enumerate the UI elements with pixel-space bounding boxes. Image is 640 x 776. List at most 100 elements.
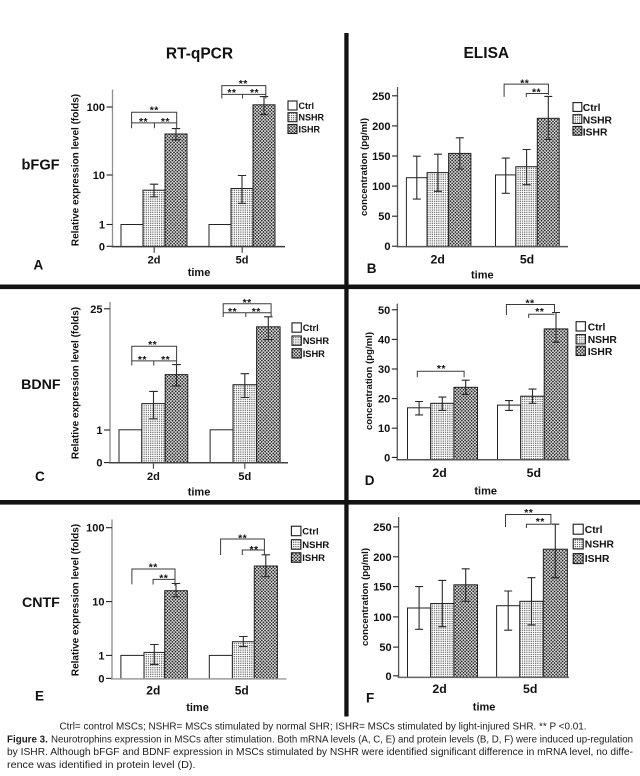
svg-text:200: 200 — [372, 121, 390, 133]
svg-text:ISHR: ISHR — [302, 553, 325, 564]
svg-text:**: ** — [150, 105, 159, 117]
svg-text:concentration (pg/ml): concentration (pg/ml) — [364, 332, 375, 430]
svg-text:30: 30 — [378, 364, 390, 376]
svg-text:NSHR: NSHR — [303, 336, 330, 346]
svg-text:**: ** — [161, 354, 170, 366]
svg-text:250: 250 — [372, 91, 390, 103]
svg-text:**: ** — [227, 87, 236, 99]
svg-text:NSHR: NSHR — [588, 335, 618, 346]
svg-text:100: 100 — [86, 523, 104, 535]
svg-text:100: 100 — [373, 612, 391, 624]
svg-text:time: time — [473, 702, 496, 714]
svg-text:Ctrl: Ctrl — [583, 103, 601, 114]
svg-text:BDNF: BDNF — [21, 377, 61, 393]
svg-text:**: ** — [149, 561, 158, 573]
svg-text:**: ** — [161, 116, 170, 128]
svg-text:5d: 5d — [236, 255, 249, 267]
svg-text:ISHR: ISHR — [588, 347, 613, 358]
svg-text:ISHR: ISHR — [303, 349, 325, 359]
svg-text:**: ** — [536, 516, 545, 528]
svg-text:Ctrl: Ctrl — [585, 525, 603, 536]
svg-text:1: 1 — [98, 650, 104, 662]
svg-text:**: ** — [148, 339, 157, 351]
svg-text:**: ** — [243, 297, 252, 309]
svg-text:200: 200 — [373, 552, 391, 564]
svg-text:250: 250 — [373, 522, 391, 534]
svg-text:Ctrl: Ctrl — [299, 101, 315, 111]
svg-text:Ctrl: Ctrl — [303, 323, 319, 333]
svg-text:Ctrl= control MSCs; NSHR= MSCs: Ctrl= control MSCs; NSHR= MSCs stimulate… — [60, 722, 587, 733]
svg-text:2d: 2d — [147, 471, 160, 483]
svg-text:50: 50 — [378, 211, 390, 223]
svg-text:5d: 5d — [238, 471, 251, 483]
svg-text:40: 40 — [378, 334, 390, 346]
svg-text:1: 1 — [99, 220, 105, 232]
svg-text:**: ** — [437, 363, 446, 375]
svg-text:**: ** — [139, 116, 148, 128]
svg-text:**: ** — [526, 297, 535, 309]
svg-text:0: 0 — [98, 673, 104, 685]
svg-text:NSHR: NSHR — [585, 540, 615, 551]
svg-text:50: 50 — [378, 305, 390, 317]
svg-text:Ctrl: Ctrl — [302, 526, 318, 537]
svg-text:time: time — [474, 486, 497, 498]
svg-text:**: ** — [535, 306, 544, 318]
svg-text:5d: 5d — [527, 466, 541, 480]
svg-text:CNTF: CNTF — [22, 595, 60, 611]
svg-text:B: B — [367, 261, 377, 276]
svg-text:**: ** — [238, 533, 247, 545]
svg-text:0: 0 — [384, 452, 390, 464]
svg-text:**: ** — [159, 573, 168, 585]
svg-text:**: ** — [520, 77, 529, 89]
svg-text:2d: 2d — [431, 252, 445, 266]
svg-text:2d: 2d — [146, 683, 160, 697]
svg-text:**: ** — [252, 306, 261, 318]
svg-text:D: D — [365, 473, 375, 488]
svg-text:2d: 2d — [148, 255, 161, 267]
svg-text:ELISA: ELISA — [463, 45, 509, 62]
svg-text:NSHR: NSHR — [583, 115, 613, 126]
svg-text:bFGF: bFGF — [22, 157, 60, 173]
svg-text:**: ** — [228, 306, 237, 318]
svg-text:F: F — [366, 690, 374, 705]
svg-text:**: ** — [250, 544, 259, 556]
svg-text:Relative expression level (fol: Relative expression level (folds) — [71, 524, 82, 676]
svg-text:time: time — [188, 486, 211, 498]
svg-text:ISHR: ISHR — [299, 125, 321, 135]
svg-text:concentration (pg/ml): concentration (pg/ml) — [359, 118, 370, 216]
svg-text:50: 50 — [379, 642, 391, 654]
svg-text:rence was identified in protei: rence was identified in protein level (D… — [7, 760, 196, 771]
svg-text:150: 150 — [373, 582, 391, 594]
svg-text:100: 100 — [87, 102, 105, 114]
svg-text:E: E — [35, 689, 44, 704]
svg-text:**: ** — [138, 354, 147, 366]
svg-text:10: 10 — [378, 423, 390, 435]
svg-text:time: time — [471, 270, 494, 282]
svg-text:time: time — [186, 702, 209, 714]
svg-text:100: 100 — [372, 181, 390, 193]
svg-text:10: 10 — [92, 597, 104, 609]
svg-text:RT-qPCR: RT-qPCR — [166, 46, 233, 63]
svg-text:ISHR: ISHR — [585, 554, 610, 565]
svg-text:5d: 5d — [523, 682, 537, 696]
svg-text:**: ** — [524, 507, 533, 519]
svg-text:20: 20 — [378, 394, 390, 406]
svg-text:0: 0 — [385, 671, 391, 683]
svg-text:1: 1 — [96, 425, 102, 437]
svg-text:25: 25 — [90, 304, 102, 316]
svg-text:Ctrl: Ctrl — [588, 322, 606, 333]
svg-text:Figure 3.: Figure 3. — [7, 734, 48, 745]
svg-text:150: 150 — [372, 151, 390, 163]
svg-text:5d: 5d — [520, 252, 534, 266]
svg-text:0: 0 — [99, 241, 105, 253]
svg-text:2d: 2d — [432, 466, 446, 480]
svg-text:NSHR: NSHR — [302, 540, 329, 551]
svg-text:**: ** — [532, 87, 541, 99]
svg-text:Neurotrophins expression in MS: Neurotrophins expression in MSCs after s… — [51, 734, 633, 745]
svg-text:concentration (pg/ml): concentration (pg/ml) — [360, 548, 371, 646]
svg-text:time: time — [188, 267, 211, 279]
svg-text:A: A — [34, 258, 44, 273]
svg-text:2d: 2d — [432, 682, 446, 696]
svg-text:5d: 5d — [235, 683, 249, 697]
svg-text:0: 0 — [96, 458, 102, 470]
